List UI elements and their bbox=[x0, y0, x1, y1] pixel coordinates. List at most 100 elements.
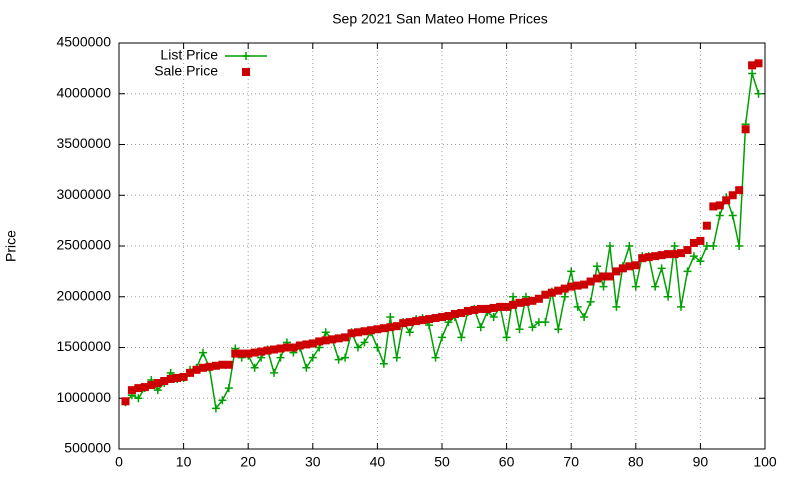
x-tick-label: 90 bbox=[693, 454, 709, 470]
point-marker bbox=[612, 267, 621, 276]
point-marker bbox=[431, 353, 440, 362]
point-marker bbox=[554, 325, 563, 334]
point-marker bbox=[250, 363, 259, 372]
point-marker bbox=[664, 250, 673, 259]
point-marker bbox=[573, 302, 582, 311]
point-marker bbox=[270, 368, 279, 377]
point-marker bbox=[211, 404, 220, 413]
point-marker bbox=[302, 340, 311, 349]
point-marker bbox=[748, 69, 757, 78]
point-marker bbox=[593, 262, 602, 271]
point-marker bbox=[360, 327, 369, 336]
point-marker bbox=[638, 254, 647, 263]
legend-swatch bbox=[242, 52, 250, 60]
point-marker bbox=[341, 353, 350, 362]
point-marker bbox=[696, 236, 705, 245]
point-marker bbox=[127, 386, 136, 395]
point-marker bbox=[244, 349, 253, 358]
point-marker bbox=[599, 282, 608, 291]
point-marker bbox=[263, 346, 272, 355]
point-marker bbox=[631, 261, 640, 270]
point-marker bbox=[560, 284, 569, 293]
point-marker bbox=[567, 282, 576, 291]
point-marker bbox=[496, 302, 505, 311]
point-marker bbox=[231, 349, 240, 358]
point-marker bbox=[515, 298, 524, 307]
point-marker bbox=[308, 353, 317, 362]
point-marker bbox=[651, 282, 660, 291]
point-marker bbox=[683, 267, 692, 276]
point-marker bbox=[192, 365, 201, 374]
point-marker bbox=[276, 344, 285, 353]
point-marker bbox=[476, 304, 485, 313]
point-marker bbox=[386, 313, 395, 322]
point-marker bbox=[250, 348, 259, 357]
point-marker bbox=[160, 376, 169, 385]
x-tick-label: 70 bbox=[563, 454, 579, 470]
point-marker bbox=[586, 277, 595, 286]
y-tick-label: 500000 bbox=[64, 440, 111, 456]
point-marker bbox=[580, 313, 589, 322]
point-marker bbox=[134, 384, 143, 393]
y-tick-label: 4500000 bbox=[56, 34, 111, 50]
x-tick-label: 80 bbox=[628, 454, 644, 470]
x-tick-label: 50 bbox=[434, 454, 450, 470]
point-marker bbox=[515, 325, 524, 334]
y-tick-label: 2000000 bbox=[56, 287, 111, 303]
point-marker bbox=[528, 296, 537, 305]
point-marker bbox=[198, 348, 207, 357]
point-marker bbox=[386, 323, 395, 332]
point-marker bbox=[237, 349, 246, 358]
point-marker bbox=[689, 252, 698, 261]
x-tick-label: 40 bbox=[370, 454, 386, 470]
y-tick-label: 3500000 bbox=[56, 135, 111, 151]
point-marker bbox=[347, 329, 356, 338]
point-marker bbox=[438, 333, 446, 342]
point-marker bbox=[541, 318, 550, 327]
point-marker bbox=[399, 319, 408, 328]
point-marker bbox=[580, 280, 589, 289]
point-marker bbox=[586, 297, 595, 306]
point-marker bbox=[186, 368, 195, 377]
point-marker bbox=[218, 360, 227, 369]
point-marker bbox=[431, 314, 440, 323]
y-tick-label: 4000000 bbox=[56, 84, 111, 100]
point-marker bbox=[573, 281, 582, 290]
point-marker bbox=[554, 286, 563, 295]
point-marker bbox=[379, 324, 388, 333]
point-marker bbox=[728, 211, 737, 220]
point-marker bbox=[425, 315, 434, 324]
point-marker bbox=[651, 252, 660, 261]
legend-label: List Price bbox=[160, 47, 218, 63]
point-marker bbox=[418, 316, 427, 325]
point-marker bbox=[282, 343, 291, 352]
chart-title: Sep 2021 San Mateo Home Prices bbox=[332, 11, 548, 27]
point-marker bbox=[470, 305, 479, 314]
point-marker bbox=[224, 360, 233, 369]
point-marker bbox=[677, 302, 686, 311]
point-marker bbox=[198, 363, 207, 372]
point-marker bbox=[289, 343, 298, 352]
point-marker bbox=[593, 274, 602, 283]
point-marker bbox=[722, 196, 731, 205]
point-marker bbox=[354, 343, 363, 352]
point-marker bbox=[605, 272, 614, 281]
point-marker bbox=[709, 242, 718, 250]
point-marker bbox=[599, 272, 608, 281]
point-marker bbox=[392, 322, 401, 331]
y-tick-label: 1000000 bbox=[56, 389, 111, 405]
x-tick-label: 60 bbox=[499, 454, 515, 470]
point-marker bbox=[735, 242, 744, 250]
point-marker bbox=[218, 396, 227, 405]
point-marker bbox=[502, 333, 511, 342]
point-marker bbox=[664, 292, 673, 301]
point-marker bbox=[321, 328, 330, 337]
point-marker bbox=[341, 333, 350, 342]
point-marker bbox=[153, 379, 162, 388]
point-marker bbox=[295, 341, 304, 350]
point-marker bbox=[754, 89, 763, 98]
point-marker bbox=[748, 61, 757, 70]
point-marker bbox=[334, 355, 343, 364]
